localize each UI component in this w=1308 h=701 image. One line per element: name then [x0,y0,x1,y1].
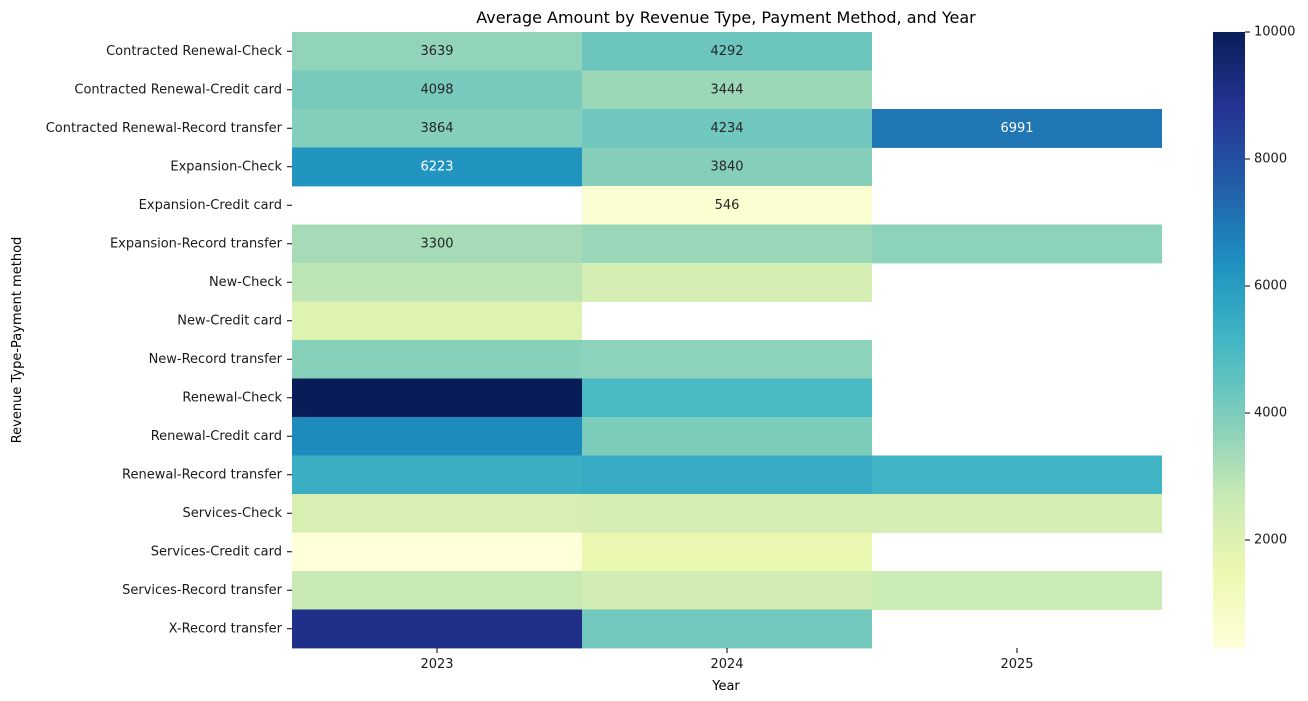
heatmap-cell [582,340,872,379]
colorbar-tick-label: 2000 [1254,533,1287,548]
y-tick-label: Contracted Renewal-Record transfer [46,121,283,136]
x-tick-label: 2025 [1000,657,1033,672]
y-tick-label: Contracted Renewal-Credit card [74,82,282,97]
y-tick-label: Contracted Renewal-Check [106,44,282,59]
cell-annotation: 3840 [710,159,743,174]
heatmap-cell [582,109,872,148]
x-tick-label: 2023 [420,657,453,672]
heatmap-cell [582,571,872,610]
heatmap-cell [292,147,582,187]
heatmap-cell [292,571,582,610]
y-tick-label: New-Record transfer [149,352,283,367]
cell-annotation: 4292 [710,44,743,59]
heatmap-cell [292,455,582,495]
x-tick-label: 2024 [710,657,743,672]
heatmap-cell [872,224,1162,264]
heatmap-cell [292,224,582,264]
y-axis-ticks: Contracted Renewal-Check Contracted Renew… [46,44,292,636]
y-tick-label: New-Check [209,275,283,290]
heatmap-cell [292,109,582,148]
y-tick-label: Expansion-Record transfer [110,236,283,251]
heatmap-cell [292,494,582,533]
cell-annotation: 6223 [420,159,453,174]
heatmap-cell [292,609,582,649]
cell-annotation: 4234 [710,121,743,136]
y-tick-label: Renewal-Check [182,390,282,405]
y-tick-label: Services-Record transfer [122,583,283,598]
heatmap-cell [582,532,872,572]
heatmap-cell [872,571,1162,610]
heatmap-cell [582,186,872,225]
cell-annotation: 546 [715,198,740,213]
heatmap-cell [292,378,582,418]
colorbar [1213,32,1245,648]
y-tick-label: Renewal-Credit card [151,429,282,444]
cell-annotation: 3300 [420,236,453,251]
cell-annotation: 3444 [710,82,743,97]
cell-annotation: 3864 [420,121,453,136]
heatmap-cell [292,417,582,456]
cell-annotation: 6991 [1000,121,1033,136]
heatmap-cell [582,224,872,264]
cell-annotation: 3639 [420,44,453,59]
heatmap-cell [582,147,872,187]
heatmap-cell [582,32,872,71]
heatmap-cell [582,263,872,302]
heatmap-cell [872,455,1162,495]
x-axis-ticks: 2023 2024 2025 [420,648,1034,672]
heatmap-cell [582,417,872,456]
heatmap-cell [582,378,872,418]
colorbar-tick-label: 8000 [1254,152,1287,167]
heatmap-cell [872,494,1162,533]
y-tick-label: New-Credit card [177,313,282,328]
y-axis-label: Revenue Type-Payment method [10,237,25,444]
heatmap-cell [872,109,1162,148]
y-tick-label: Expansion-Credit card [139,198,282,213]
cell-annotations: 3639 4292 4098 3444 3864 4234 6991 6223 3840 546 3… [420,44,1033,252]
y-tick-label: Expansion-Check [170,159,282,174]
heatmap-cells [292,32,1162,649]
heatmap-cell [582,70,872,110]
heatmap-cell [292,32,582,71]
heatmap-cell [582,494,872,533]
colorbar-tick-label: 4000 [1254,406,1287,421]
y-tick-label: Renewal-Record transfer [122,467,283,482]
heatmap-cell [582,609,872,649]
y-tick-label: Services-Credit card [151,544,282,559]
colorbar-tick-label: 10000 [1254,25,1295,40]
heatmap-cell [292,70,582,110]
colorbar-tick-label: 6000 [1254,279,1287,294]
heatmap-cell [292,340,582,379]
y-tick-label: X-Record transfer [169,621,283,636]
cell-annotation: 4098 [420,82,453,97]
heatmap-cell [292,263,582,302]
x-axis-label: Year [711,679,740,694]
heatmap-cell [292,532,582,572]
y-tick-label: Services-Check [183,506,283,521]
colorbar-ticks: 2000 4000 6000 8000 10000 [1245,25,1295,548]
heatmap-cell [582,455,872,495]
chart-title: Average Amount by Revenue Type, Payment … [476,8,976,27]
heatmap-cell [292,301,582,341]
